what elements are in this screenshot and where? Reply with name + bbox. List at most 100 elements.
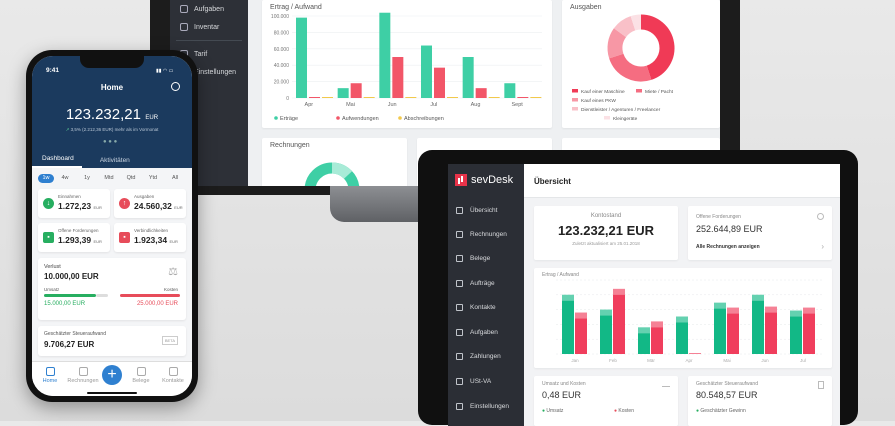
legend-label: Kauf eines PKW xyxy=(581,98,616,104)
tablet-sidebar: sevDesk Übersicht Rechnungen Belege Auft… xyxy=(448,164,524,426)
bar-aufwendungen xyxy=(613,288,625,354)
bar-erträge xyxy=(337,88,349,98)
y-tick-label: 80.000 xyxy=(274,30,290,36)
tablet-nav-aufgaben[interactable]: Aufgaben xyxy=(448,320,524,344)
tablet-device: sevDesk Übersicht Rechnungen Belege Auft… xyxy=(418,150,858,426)
profit-row: ● Geschätzter Gewinn xyxy=(696,408,746,414)
balance-sub: Zuletzt aktualisiert am 25.01.2018 xyxy=(572,241,640,246)
invoice-icon xyxy=(78,367,88,376)
tab-dashboard[interactable]: Dashboard xyxy=(32,155,82,168)
phone-main-value: 123.232,21 EUR xyxy=(65,106,159,123)
legend-swatch xyxy=(572,98,578,102)
donut-slice xyxy=(613,16,636,38)
search-icon[interactable] xyxy=(171,82,180,91)
x-tick-label: Jul xyxy=(800,358,806,363)
contacts-icon xyxy=(168,367,178,376)
bar-abschreibungen xyxy=(363,97,375,98)
status-time: 9:41 xyxy=(46,67,60,74)
expenses-card[interactable]: ↑ Ausgaben 24.560,32 EUR xyxy=(114,189,186,218)
nav-kontakte[interactable]: Kontakte xyxy=(157,367,189,384)
receipt-icon xyxy=(136,367,146,376)
tablet-nav-kontakte[interactable]: Kontakte xyxy=(448,295,524,319)
x-tick-label: Aug xyxy=(471,102,481,108)
tablet-nav-belege[interactable]: Belege xyxy=(448,246,524,270)
legend-swatch xyxy=(572,89,578,93)
all-invoices-link[interactable]: Alle Rechnungen anzeigen xyxy=(696,244,760,250)
legend-swatch xyxy=(636,89,642,93)
x-tick-label: Jul xyxy=(430,102,437,108)
x-tick-label: Mär xyxy=(647,358,655,363)
tablet-nav-ustva[interactable]: USt-VA xyxy=(448,369,524,393)
bar-cap xyxy=(600,309,612,316)
plus-icon: + xyxy=(107,366,117,383)
open-receivables-card[interactable]: ▪ Offene Forderungen 1.293,39 EUR xyxy=(38,223,110,252)
legend-label: Dienstleister / Agenturen / Freelancer xyxy=(581,107,661,113)
x-tick-label: Apr xyxy=(305,102,314,108)
bar-erträge xyxy=(421,45,432,98)
period-4w[interactable]: 4w xyxy=(61,174,69,181)
donut-slice xyxy=(640,14,675,80)
bar-cap xyxy=(752,294,764,301)
period-ytd[interactable]: Ytd xyxy=(148,174,158,181)
phone-device: 9:41 ▮▮ ◠ ▭ Home 123.232,21 EUR ↗ 3,5% (… xyxy=(26,50,198,402)
tablet-nav-zahlungen[interactable]: Zahlungen xyxy=(448,344,524,368)
box-icon xyxy=(180,23,188,31)
y-tick-label: 20.000 xyxy=(274,80,290,86)
tablet-nav-rechnungen[interactable]: Rechnungen xyxy=(448,222,524,246)
balance-card: Kontostand 123.232,21 EUR Zuletzt aktual… xyxy=(534,206,678,260)
bar-erträge xyxy=(562,294,574,354)
tablet-revenue-chart-card: Ertrag / Aufwand Jan Feb Mär Apr Mai Jun Jul xyxy=(534,268,832,368)
nav-home[interactable]: Home xyxy=(34,367,66,384)
tax-value: 9.706,27 EUR xyxy=(44,340,95,349)
arrow-up-icon: ↑ xyxy=(119,198,130,209)
revenue-costs-label: Umsatz und Kosten xyxy=(542,381,586,387)
revenue-chart-card: Ertrag / Aufwand 100.000 80.000 60.000 40.0… xyxy=(262,0,552,128)
expenses-donut-chart: Kauf einer Maschine Miete / Pacht Kauf ein… xyxy=(572,14,675,122)
x-tick-label: Jan xyxy=(571,358,579,363)
tablet-screen: sevDesk Übersicht Rechnungen Belege Auft… xyxy=(448,164,840,426)
bar-abschreibungen xyxy=(488,97,500,98)
check-icon xyxy=(180,5,188,13)
sevdesk-logo: sevDesk xyxy=(455,172,513,188)
page-title: Übersicht xyxy=(534,177,571,186)
add-button[interactable]: + xyxy=(102,365,122,385)
period-mtd[interactable]: Mtd xyxy=(104,174,114,181)
green-dot-icon: ● xyxy=(542,408,546,414)
period-1y[interactable]: 1y xyxy=(84,174,90,181)
legend-dot xyxy=(398,116,402,120)
nav-belege[interactable]: Belege xyxy=(125,367,157,384)
red-dot-icon: ● xyxy=(614,408,618,414)
status-icons: ▮▮ ◠ ▭ xyxy=(156,68,174,74)
profit-card[interactable]: Verlust 10.000,00 EUR ⚖ Umsatz Kosten 15… xyxy=(38,258,186,320)
chevron-right-icon[interactable]: › xyxy=(821,242,824,251)
bar-aufwendungen xyxy=(309,97,320,98)
phone-header: 9:41 ▮▮ ◠ ▭ Home 123.232,21 EUR ↗ 3,5% (… xyxy=(32,56,192,168)
period-qtd[interactable]: Qtd xyxy=(126,174,136,181)
period-all[interactable]: All xyxy=(171,174,179,181)
laptop-nav-inventar[interactable]: Inventar xyxy=(170,18,248,36)
bar-cap xyxy=(651,321,663,328)
tax-card[interactable]: Geschätzter Steueraufwand 9.706,27 EUR B… xyxy=(38,326,186,356)
invoice-icon xyxy=(456,230,463,238)
bar-cap xyxy=(676,316,688,323)
laptop-nav-aufgaben[interactable]: Aufgaben xyxy=(170,0,248,18)
y-tick-label: 0 xyxy=(286,96,289,102)
legend-label: Miete / Pacht xyxy=(645,89,674,95)
scale-icon xyxy=(662,381,670,387)
nav-rechnungen[interactable]: Rechnungen xyxy=(65,367,101,384)
phone-title: Home xyxy=(100,83,124,92)
tab-aktivitaeten[interactable]: Aktivitäten xyxy=(99,157,130,164)
tablet-nav-einstellungen[interactable]: Einstellungen xyxy=(448,394,524,418)
income-card[interactable]: ↓ Einnahmen 1.272,23 EUR xyxy=(38,189,110,218)
bar-erträge xyxy=(462,57,474,98)
bar-abschreibungen xyxy=(322,97,333,98)
legend-label: Abschreibungen xyxy=(404,116,444,122)
period-1w[interactable]: 1w xyxy=(38,173,54,183)
tablet-nav-uebersicht[interactable]: Übersicht xyxy=(448,198,524,222)
gear-icon xyxy=(456,402,463,410)
liabilities-card[interactable]: ▪ Verbindlichkeiten 1.923,34 EUR xyxy=(114,223,186,252)
tablet-nav-auftraege[interactable]: Aufträge xyxy=(448,271,524,295)
bar-cap xyxy=(613,288,625,295)
bar-erträge xyxy=(600,309,612,354)
tablet-chart-title: Ertrag / Aufwand xyxy=(542,272,579,278)
